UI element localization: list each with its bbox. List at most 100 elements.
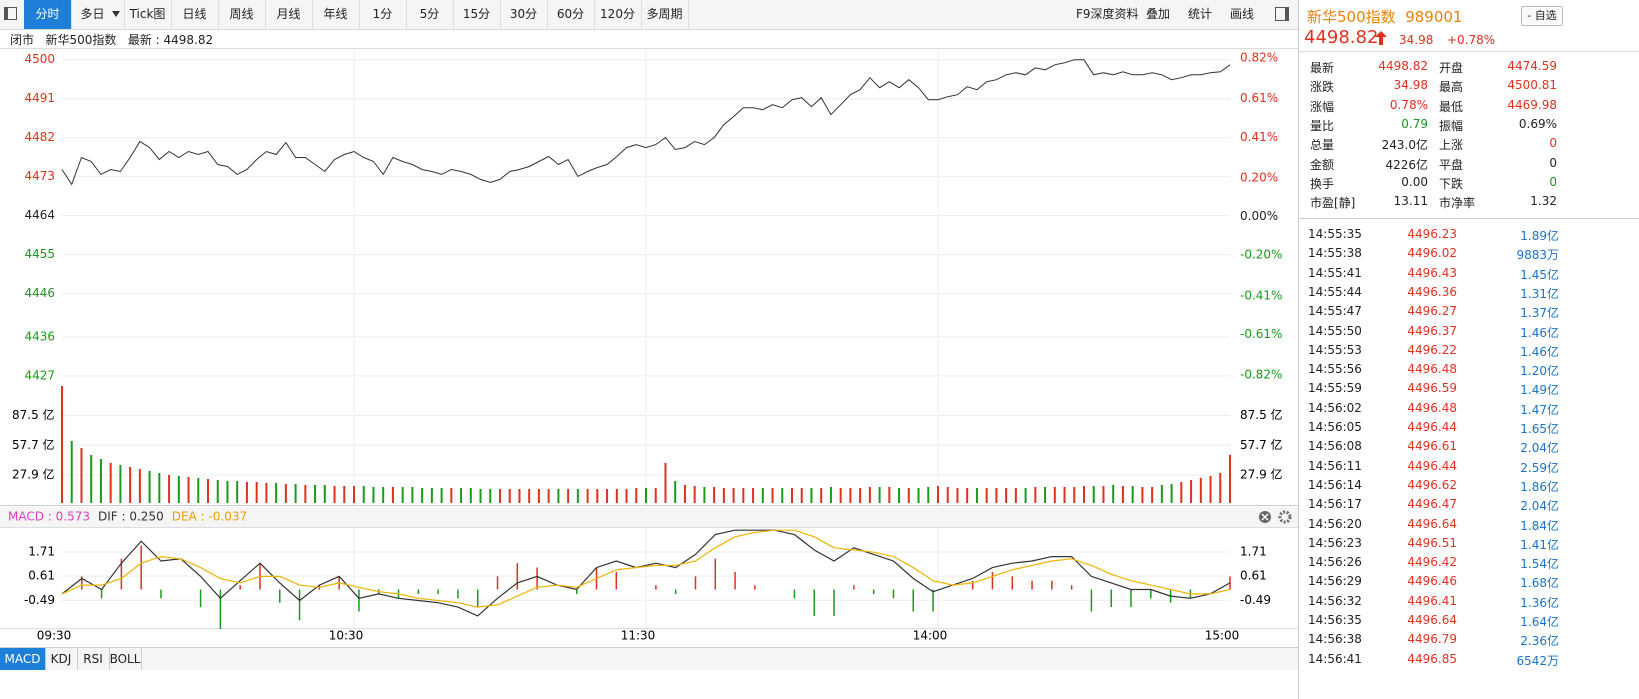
- volume-bar: [372, 487, 375, 503]
- toolbar-action[interactable]: 画线: [1230, 7, 1255, 21]
- volume-bar: [1073, 487, 1076, 503]
- trade-price: 4496.27: [1407, 304, 1457, 319]
- volume-bar: [489, 489, 492, 503]
- toolbar-tab[interactable]: 120分: [594, 0, 642, 29]
- indicator-tab[interactable]: MACD: [0, 648, 46, 670]
- volume-bar: [937, 486, 939, 503]
- indicator-tab[interactable]: RSI: [77, 648, 110, 670]
- toolbar-tab[interactable]: 日线: [171, 0, 219, 29]
- panel-toggle[interactable]: [4, 7, 17, 20]
- volume-bar: [1229, 455, 1231, 503]
- stat-label: 最新: [1310, 61, 1335, 75]
- stat-label: 最低: [1439, 99, 1464, 114]
- trade-time: 14:55:44: [1308, 284, 1362, 299]
- macd-bar: [991, 571, 994, 590]
- volume-bar: [518, 489, 521, 503]
- trade-time: 14:55:47: [1308, 304, 1362, 319]
- y-tick-label: 87.5 亿: [1240, 407, 1283, 422]
- volume-bar: [177, 476, 180, 503]
- toolbar-tab[interactable]: 5分: [406, 0, 454, 29]
- latest-price: 最新 : 4498.82: [127, 33, 214, 47]
- macd-bar: [536, 567, 538, 590]
- trade-price: 4496.47: [1407, 497, 1457, 512]
- stat-label: 总量: [1310, 138, 1335, 153]
- indicator-tab[interactable]: BOLL: [109, 648, 142, 670]
- toolbar-tab[interactable]: 周线: [218, 0, 266, 29]
- y-tick-label: 87.5 亿: [12, 407, 55, 422]
- volume-bar: [1092, 486, 1095, 503]
- trade-time: 14:55:35: [1308, 227, 1362, 241]
- toolbar-tab[interactable]: 月线: [265, 0, 313, 29]
- trade-amount: 6542万: [1516, 653, 1559, 668]
- x-tick-label: 10:30: [329, 629, 364, 643]
- x-tick-label: 15:00: [1205, 629, 1240, 643]
- toolbar-tab[interactable]: 60分: [547, 0, 595, 29]
- volume-bar: [625, 489, 628, 503]
- volume-bar: [693, 486, 696, 503]
- y-tick-label: 57.7 亿: [1240, 437, 1283, 452]
- trade-price: 4496.62: [1407, 477, 1457, 492]
- volume-bar: [343, 486, 346, 503]
- y-tick-label: -0.49: [24, 593, 55, 607]
- y2-tick-label: 0.61%: [1240, 91, 1278, 105]
- toolbar-tab[interactable]: 多日: [71, 0, 125, 29]
- macd-bar: [793, 589, 796, 599]
- toolbar-action[interactable]: 叠加: [1146, 7, 1171, 21]
- volume-bar: [99, 459, 102, 503]
- macd-bar: [872, 589, 875, 594]
- trade-price: 4496.48: [1407, 400, 1457, 415]
- trade-price: 4496.44: [1407, 420, 1457, 434]
- volume-bar: [859, 488, 862, 503]
- macd-bar: [279, 589, 281, 603]
- toolbar-tab[interactable]: Tick图: [124, 0, 172, 29]
- volume-bar: [129, 467, 132, 503]
- volume-bar: [586, 489, 589, 503]
- stat-label: 开盘: [1439, 61, 1464, 75]
- toolbar-tab[interactable]: 分时: [24, 0, 72, 29]
- macd-bar: [1051, 580, 1053, 590]
- y-tick-label: 4427: [24, 368, 55, 382]
- volume-bar: [557, 489, 560, 503]
- volume-bar: [469, 488, 472, 503]
- volume-bar: [1151, 487, 1154, 503]
- trade-time: 14:55:53: [1308, 342, 1362, 357]
- y-tick-label: 4491: [24, 91, 55, 105]
- watch-button[interactable]: - 自选: [1521, 6, 1563, 26]
- volume-bar: [1170, 484, 1173, 503]
- settings-icon[interactable]: [1278, 510, 1292, 524]
- trade-amount: 1.37亿: [1520, 306, 1559, 321]
- macd-bar: [932, 589, 934, 612]
- toolbar-action[interactable]: F9深度资料: [1076, 7, 1139, 21]
- macd-bar: [496, 576, 499, 590]
- volume-bar: [421, 488, 424, 503]
- toolbar-tab[interactable]: 年线: [312, 0, 360, 29]
- indicator-tabs: MACD KDJ RSI BOLL: [0, 647, 1298, 670]
- trade-price: 4496.46: [1407, 574, 1457, 589]
- volume-bar: [878, 487, 881, 503]
- trade-price: 4496.61: [1407, 439, 1457, 454]
- volume-bar: [995, 488, 998, 503]
- stat-value: 4498.82: [1378, 59, 1428, 73]
- trade-amount: 1.89亿: [1520, 229, 1559, 243]
- toolbar-tab[interactable]: 15分: [453, 0, 501, 29]
- toolbar-action[interactable]: 统计: [1188, 7, 1213, 21]
- volume-bar: [226, 481, 229, 503]
- stat-label: 涨跌: [1310, 80, 1335, 95]
- toolbar-tab[interactable]: 30分: [500, 0, 548, 29]
- trade-amount: 1.86亿: [1520, 479, 1559, 494]
- volume-bar: [382, 487, 385, 503]
- panel-toggle[interactable]: [1275, 7, 1289, 21]
- volume-bar: [440, 488, 443, 503]
- volume-bar: [868, 487, 871, 503]
- macd-legend: DIF : 0.250: [98, 510, 164, 524]
- y-tick-label: 4464: [24, 208, 55, 222]
- indicator-tab[interactable]: KDJ: [45, 648, 78, 670]
- stat-value: 243.0亿: [1381, 138, 1428, 153]
- trade-time: 14:56:32: [1308, 593, 1362, 608]
- toolbar-tab[interactable]: 1分: [359, 0, 407, 29]
- volume-bar: [645, 488, 647, 503]
- toolbar-tab[interactable]: 多周期: [641, 0, 689, 29]
- volume-bar: [61, 386, 63, 503]
- x-tick-label: 14:00: [913, 629, 948, 643]
- trade-price: 4496.59: [1407, 381, 1457, 396]
